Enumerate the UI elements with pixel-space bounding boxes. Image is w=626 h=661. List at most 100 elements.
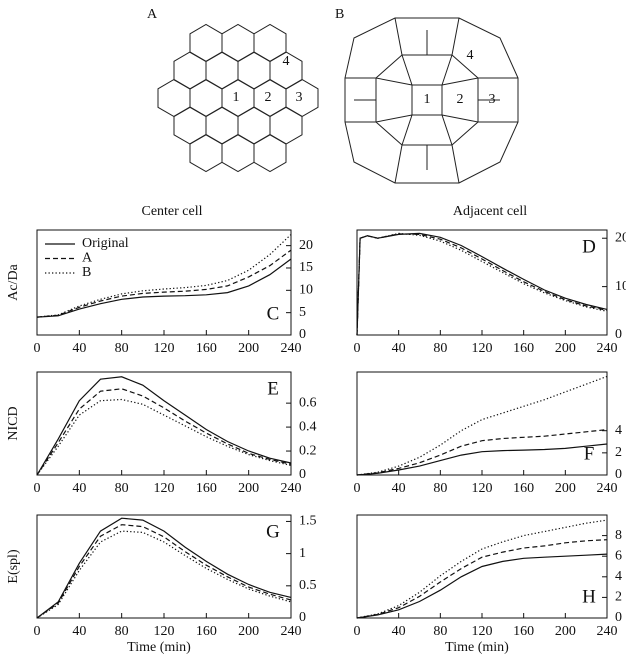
data-line — [37, 377, 291, 475]
legend-label: A — [82, 251, 93, 266]
x-tick-label: 0 — [354, 481, 361, 496]
x-tick-label: 120 — [472, 341, 493, 356]
cell — [254, 135, 286, 172]
y-tick-label: 2 — [615, 590, 622, 605]
panel-letter: D — [582, 236, 596, 257]
x-tick-label: 200 — [238, 341, 259, 356]
x-tick-label: 200 — [555, 341, 576, 356]
diagram-label: A — [147, 7, 158, 22]
diagram-label: B — [335, 7, 344, 22]
x-tick-label: 80 — [433, 341, 447, 356]
x-tick-label: 200 — [555, 624, 576, 639]
panel-letter: G — [266, 521, 280, 542]
x-tick-label: 0 — [354, 341, 361, 356]
x-tick-label: 120 — [154, 481, 175, 496]
data-line — [357, 554, 607, 618]
x-tick-label: 120 — [154, 624, 175, 639]
x-tick-label: 160 — [513, 624, 534, 639]
x-tick-label: 120 — [154, 341, 175, 356]
cell — [190, 80, 222, 117]
y-tick-label: 8 — [615, 528, 622, 543]
x-tick-label: 40 — [392, 481, 406, 496]
plot-frame — [357, 230, 607, 335]
panel-title: Center cell — [141, 204, 202, 219]
cell-label: 3 — [296, 90, 303, 105]
x-axis-label: Time (min) — [127, 640, 191, 655]
data-line — [357, 376, 607, 475]
x-tick-label: 160 — [196, 481, 217, 496]
x-tick-label: 240 — [281, 481, 302, 496]
panel-letter: H — [582, 586, 596, 607]
y-tick-label: 0.4 — [299, 419, 317, 434]
data-line — [37, 518, 291, 618]
cell — [238, 52, 270, 89]
cell — [222, 135, 254, 172]
cell — [238, 107, 270, 144]
x-tick-label: 240 — [281, 341, 302, 356]
y-tick-label: 1.5 — [299, 514, 317, 529]
cell — [174, 107, 206, 144]
x-tick-label: 240 — [597, 481, 618, 496]
cell — [222, 25, 254, 62]
cell — [190, 135, 222, 172]
cell — [174, 52, 206, 89]
x-tick-label: 80 — [433, 624, 447, 639]
data-line — [37, 235, 291, 318]
legend-label: B — [82, 265, 91, 280]
x-tick-label: 160 — [513, 481, 534, 496]
x-tick-label: 120 — [472, 624, 493, 639]
x-tick-label: 40 — [72, 341, 86, 356]
data-line — [357, 520, 607, 618]
plot-frame — [37, 372, 291, 475]
y-tick-label: 2 — [615, 445, 622, 460]
cell — [206, 107, 238, 144]
x-tick-label: 40 — [72, 481, 86, 496]
y-axis-label: NICD — [6, 406, 21, 440]
x-tick-label: 240 — [281, 624, 302, 639]
y-tick-label: 4 — [615, 423, 622, 438]
x-tick-label: 160 — [196, 341, 217, 356]
cell — [190, 25, 222, 62]
cell-label: 2 — [457, 92, 464, 107]
y-tick-label: 6 — [615, 548, 622, 563]
x-tick-label: 80 — [433, 481, 447, 496]
x-tick-label: 0 — [34, 624, 41, 639]
data-line — [357, 540, 607, 618]
x-tick-label: 240 — [597, 624, 618, 639]
x-tick-label: 240 — [597, 341, 618, 356]
cell — [158, 80, 190, 117]
x-tick-label: 80 — [115, 481, 129, 496]
x-tick-label: 80 — [115, 341, 129, 356]
y-tick-label: 0.6 — [299, 395, 317, 410]
x-tick-label: 160 — [513, 341, 534, 356]
x-tick-label: 0 — [34, 341, 41, 356]
x-tick-label: 40 — [392, 624, 406, 639]
x-tick-label: 200 — [238, 481, 259, 496]
cell-label: 4 — [467, 48, 474, 63]
y-tick-label: 0 — [615, 610, 622, 625]
x-axis-label: Time (min) — [445, 640, 509, 655]
x-tick-label: 0 — [354, 624, 361, 639]
plot-frame — [37, 230, 291, 335]
cell-label: 1 — [233, 90, 240, 105]
cell-label: 4 — [283, 54, 290, 69]
y-tick-label: 0 — [299, 610, 306, 625]
y-tick-label: 20 — [299, 238, 313, 253]
plot-frame — [357, 372, 607, 475]
cell-label: 2 — [265, 90, 272, 105]
x-tick-label: 120 — [472, 481, 493, 496]
panel-letter: E — [267, 378, 279, 399]
x-tick-label: 200 — [555, 481, 576, 496]
y-tick-label: 0 — [299, 467, 306, 482]
data-line — [37, 400, 291, 476]
y-tick-label: 10 — [615, 279, 626, 294]
y-tick-label: 0 — [615, 327, 622, 342]
x-tick-label: 40 — [392, 341, 406, 356]
data-line — [357, 233, 607, 335]
x-tick-label: 80 — [115, 624, 129, 639]
data-line — [37, 389, 291, 475]
y-tick-label: 0.5 — [299, 578, 317, 593]
cell — [254, 25, 286, 62]
y-tick-label: 1 — [299, 546, 306, 561]
panel-letter: C — [267, 303, 280, 324]
